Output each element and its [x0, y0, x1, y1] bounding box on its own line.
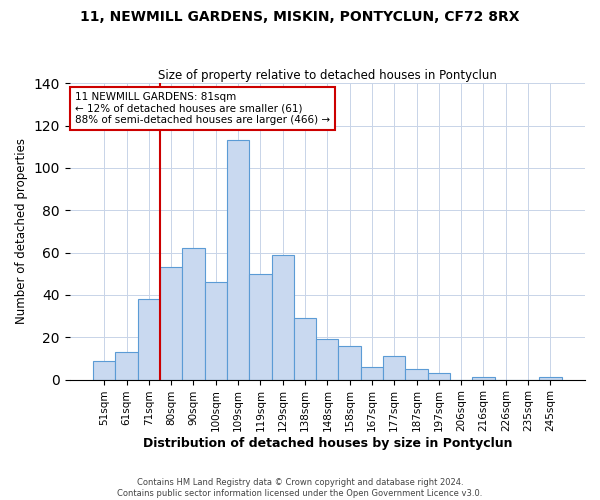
Bar	[472, 378, 494, 380]
Bar	[160, 268, 182, 380]
Bar	[428, 373, 450, 380]
Bar	[383, 356, 406, 380]
Text: Contains HM Land Registry data © Crown copyright and database right 2024.
Contai: Contains HM Land Registry data © Crown c…	[118, 478, 482, 498]
Text: 11 NEWMILL GARDENS: 81sqm
← 12% of detached houses are smaller (61)
88% of semi-: 11 NEWMILL GARDENS: 81sqm ← 12% of detac…	[75, 92, 330, 126]
Y-axis label: Number of detached properties: Number of detached properties	[15, 138, 28, 324]
Bar	[338, 346, 361, 380]
Bar	[406, 369, 428, 380]
Text: 11, NEWMILL GARDENS, MISKIN, PONTYCLUN, CF72 8RX: 11, NEWMILL GARDENS, MISKIN, PONTYCLUN, …	[80, 10, 520, 24]
Bar	[272, 254, 294, 380]
Bar	[249, 274, 272, 380]
Bar	[182, 248, 205, 380]
Bar	[539, 378, 562, 380]
Bar	[137, 299, 160, 380]
Title: Size of property relative to detached houses in Pontyclun: Size of property relative to detached ho…	[158, 69, 497, 82]
Bar	[93, 360, 115, 380]
X-axis label: Distribution of detached houses by size in Pontyclun: Distribution of detached houses by size …	[143, 437, 512, 450]
Bar	[227, 140, 249, 380]
Bar	[205, 282, 227, 380]
Bar	[361, 367, 383, 380]
Bar	[115, 352, 137, 380]
Bar	[316, 340, 338, 380]
Bar	[294, 318, 316, 380]
